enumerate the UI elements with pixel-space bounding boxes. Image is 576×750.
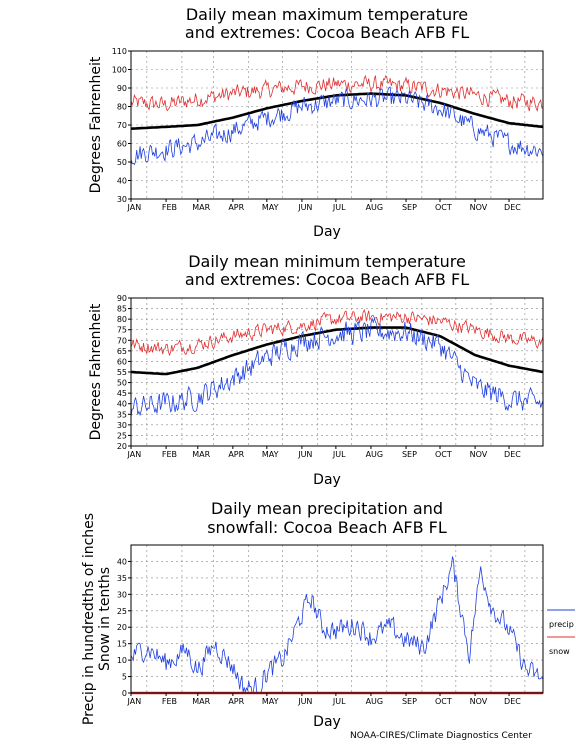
x-tick-label: APR (228, 697, 244, 706)
y-tick-label: 25 (117, 431, 127, 440)
y-tick-label: 20 (117, 442, 127, 451)
y-tick-label: 30 (117, 590, 127, 599)
y-tick-label: 50 (117, 379, 127, 388)
legend-label: precip (549, 620, 574, 629)
y-tick-label: 40 (117, 400, 127, 409)
x-tick-label: NOV (470, 697, 488, 706)
y-tick-label: 35 (117, 574, 127, 583)
series-line-mean (130, 92, 544, 130)
x-tick-label: JUL (332, 203, 346, 212)
y-tick-label: 0 (122, 689, 127, 698)
x-tick-label: JUN (297, 450, 312, 459)
y-axis-label: Degrees Fahrenheit (88, 303, 104, 440)
x-tick-label: JUN (297, 697, 312, 706)
plot-frame (130, 544, 544, 694)
x-tick-label: MAR (192, 697, 210, 706)
y-tick-label: 30 (117, 421, 127, 430)
series-line-record_low (130, 86, 544, 166)
y-tick-label: 60 (117, 357, 127, 366)
x-tick-label: NOV (470, 203, 488, 212)
y-tick-label: 85 (117, 305, 127, 314)
series-line-record_high (130, 308, 544, 357)
x-tick-label: SEP (402, 203, 417, 212)
y-axis-label: Degrees Fahrenheit (88, 56, 104, 193)
x-tick-label: APR (228, 203, 244, 212)
legend: precip snow (547, 609, 575, 656)
x-tick-label: JUN (297, 203, 312, 212)
x-tick-label: AUG (366, 203, 384, 212)
y-tick-label: 45 (117, 389, 127, 398)
x-tick-label: APR (228, 450, 244, 459)
y-tick-label: 75 (117, 326, 127, 335)
y-tick-label: 10 (117, 656, 127, 665)
series-line-record_low (130, 317, 544, 418)
y-tick-label: 40 (117, 557, 127, 566)
x-tick-label: JAN (127, 203, 142, 212)
x-tick-label: AUG (366, 697, 384, 706)
x-tick-label: JAN (127, 450, 142, 459)
x-axis-label: Day (313, 714, 341, 730)
x-tick-label: FEB (162, 203, 177, 212)
chart-title-line: and extremes: Cocoa Beach AFB FL (185, 270, 469, 289)
y-axis-label: Snow in tenths (97, 567, 113, 671)
y-tick-label: 70 (117, 121, 127, 130)
x-tick-label: OCT (435, 203, 452, 212)
x-tick-label: FEB (162, 450, 177, 459)
chart-title-line: Daily mean maximum temperature (186, 5, 468, 24)
x-tick-label: MAY (262, 697, 279, 706)
x-tick-label: JUL (332, 697, 346, 706)
x-tick-label: SEP (402, 697, 417, 706)
y-tick-label: 40 (117, 177, 127, 186)
chart-title-line: snowfall: Cocoa Beach AFB FL (207, 518, 447, 537)
x-tick-label: SEP (402, 450, 417, 459)
y-tick-label: 70 (117, 336, 127, 345)
chart-title-line: Daily mean precipitation and (211, 499, 443, 518)
x-tick-label: OCT (435, 450, 452, 459)
y-tick-label: 60 (117, 140, 127, 149)
y-axis-label: Precip in hundredths of inches (81, 513, 97, 725)
series-line-record_high (130, 74, 544, 113)
x-tick-label: DEC (504, 697, 521, 706)
x-tick-label: NOV (470, 450, 488, 459)
y-tick-label: 90 (117, 294, 127, 303)
y-tick-label: 55 (117, 368, 127, 377)
y-tick-label: 30 (117, 195, 127, 204)
x-tick-label: AUG (366, 450, 384, 459)
x-tick-label: MAR (192, 203, 210, 212)
x-tick-label: DEC (504, 450, 521, 459)
series-line-mean (130, 326, 544, 376)
x-tick-label: MAY (262, 203, 279, 212)
y-tick-label: 90 (117, 84, 127, 93)
y-tick-label: 65 (117, 347, 127, 356)
y-tick-label: 15 (117, 640, 127, 649)
y-tick-label: 80 (117, 103, 127, 112)
x-tick-label: OCT (435, 697, 452, 706)
x-tick-label: FEB (162, 697, 177, 706)
y-tick-label: 110 (112, 47, 127, 56)
credit-line: NOAA-CIRES/Climate Diagnostics Center (350, 731, 532, 741)
y-tick-label: 80 (117, 315, 127, 324)
y-tick-label: 20 (117, 623, 127, 632)
legend-label: snow (549, 647, 570, 656)
chart-title-line: and extremes: Cocoa Beach AFB FL (185, 23, 469, 42)
x-axis-label: Day (313, 224, 341, 240)
y-tick-label: 50 (117, 158, 127, 167)
y-tick-label: 100 (112, 66, 127, 75)
x-tick-label: MAR (192, 450, 210, 459)
x-tick-label: DEC (504, 203, 521, 212)
y-tick-label: 5 (122, 673, 127, 682)
y-tick-label: 35 (117, 410, 127, 419)
x-tick-label: MAY (262, 450, 279, 459)
x-axis-label: Day (313, 472, 341, 488)
x-tick-label: JAN (127, 697, 142, 706)
series-line-precip (130, 556, 544, 694)
chart-title-line: Daily mean minimum temperature (188, 252, 466, 271)
x-tick-label: JUL (332, 450, 346, 459)
y-tick-label: 25 (117, 607, 127, 616)
